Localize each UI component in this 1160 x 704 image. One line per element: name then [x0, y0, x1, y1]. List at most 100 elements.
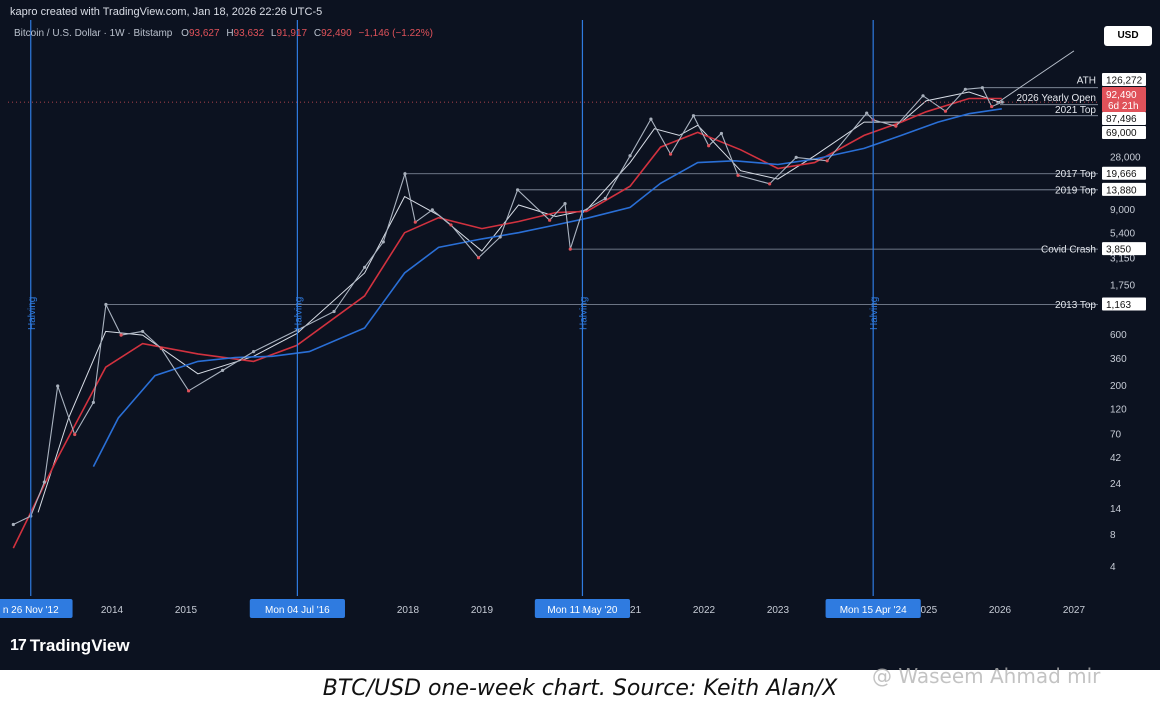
level-value-label: 126,272	[1106, 76, 1143, 87]
level-value-label: 69,000	[1106, 128, 1137, 139]
price-point	[568, 247, 572, 251]
price-point	[42, 480, 46, 484]
halving-date-label: Mon 15 Apr '24	[840, 605, 907, 616]
price-point	[668, 152, 673, 156]
currency-button[interactable]: USD	[1104, 26, 1152, 46]
current-price-label: 92,490	[1106, 90, 1137, 101]
plot-area	[11, 50, 1098, 549]
change-value: −1,146 (−1.22%)	[358, 28, 433, 39]
price-point	[768, 182, 772, 186]
x-tick-label: 2018	[397, 605, 420, 616]
close-value: 92,490	[321, 28, 352, 39]
price-point	[865, 111, 869, 115]
price-point	[548, 218, 552, 222]
x-tick-label: 2025	[915, 605, 938, 616]
price-point	[332, 309, 336, 314]
moving-average-line	[92, 108, 1002, 467]
close-label: C	[313, 28, 322, 39]
figure-caption: BTC/USD one-week chart. Source: Keith Al…	[322, 676, 838, 701]
price-point	[159, 346, 163, 351]
tradingview-logo-icon: 17	[10, 637, 27, 654]
price-point	[990, 104, 994, 109]
halving-date-label: n 26 Nov '12	[3, 605, 59, 616]
halving-label: Halving	[578, 297, 589, 330]
price-line	[13, 87, 1003, 525]
x-tick-label: 2015	[175, 605, 198, 616]
price-point	[73, 432, 77, 437]
halving-label: Halving	[293, 297, 304, 330]
level-value-label: 19,666	[1106, 169, 1137, 180]
price-point	[11, 522, 15, 527]
price-chart[interactable]: 2014201520172018201920212022202320252026…	[0, 0, 1160, 670]
price-point	[794, 155, 798, 159]
x-tick-label: 2021	[619, 605, 642, 616]
level-name-label: 2021 Top	[1055, 105, 1096, 116]
x-tick-label: 2022	[693, 605, 716, 616]
x-tick-label: 2023	[767, 605, 790, 616]
symbol-label: Bitcoin / U.S. Dollar · 1W · Bitstamp	[14, 28, 173, 39]
price-point	[516, 188, 520, 192]
countdown-label: 6d 21h	[1108, 101, 1139, 112]
price-point	[563, 202, 567, 206]
trend-line	[996, 50, 1075, 104]
halving-date-badge	[534, 599, 631, 618]
price-point	[691, 114, 696, 118]
level-name-label: 2019 Top	[1055, 185, 1096, 196]
price-point	[381, 240, 385, 244]
y-tick-label: 3,150	[1110, 253, 1135, 264]
price-point	[403, 172, 407, 176]
tradingview-brand: TradingView	[29, 636, 130, 655]
author-line: kapro created with TradingView.com, Jan …	[10, 6, 323, 18]
y-tick-label: 200	[1110, 381, 1127, 392]
level-value-badge	[1102, 182, 1146, 196]
y-tick-label: 4	[1110, 562, 1116, 573]
price-point	[825, 159, 829, 163]
price-point	[719, 131, 724, 136]
price-point	[91, 400, 95, 405]
tradingview-logo: 17 TradingView	[10, 636, 130, 656]
y-tick-label: 1,750	[1110, 281, 1135, 292]
price-point	[252, 350, 256, 354]
high-label: H	[226, 28, 234, 39]
price-point	[943, 109, 948, 113]
price-point	[363, 265, 367, 269]
current-price-badge	[1102, 87, 1146, 112]
halving-date-badge	[825, 599, 921, 618]
halving-date-label: Mon 11 May '20	[547, 605, 618, 616]
halving-date-badge	[0, 599, 73, 618]
level-value-badge	[1102, 297, 1146, 311]
y-tick-label: 9,000	[1110, 205, 1135, 216]
halving-date-label: Mon 04 Jul '16	[265, 605, 330, 616]
open-value: 93,627	[188, 28, 220, 39]
price-point	[628, 154, 632, 158]
halving-label: Halving	[27, 297, 38, 330]
chart-frame	[0, 0, 1160, 670]
level-value-label: 3,850	[1106, 245, 1131, 256]
x-tick-label: 2027	[1063, 605, 1086, 616]
x-tick-label: 2014	[101, 605, 124, 616]
level-value-label: 87,496	[1106, 114, 1137, 125]
y-tick-label: 120	[1110, 405, 1127, 416]
low-label: L	[270, 28, 277, 39]
price-point	[140, 329, 145, 334]
moving-average-line	[12, 97, 1002, 549]
price-point	[119, 333, 123, 337]
price-point	[921, 94, 925, 98]
price-point	[894, 124, 898, 128]
y-tick-label: 8	[1110, 530, 1116, 541]
level-name-label: 2013 Top	[1055, 300, 1096, 311]
y-tick-label: 42	[1110, 453, 1122, 464]
price-point	[498, 235, 502, 239]
y-tick-label: 14	[1110, 504, 1122, 515]
price-point	[603, 196, 607, 201]
level-value-label: 13,880	[1106, 185, 1137, 196]
low-value: 91,917	[276, 28, 308, 39]
price-point	[449, 223, 453, 227]
x-tick-label: 2019	[471, 605, 494, 616]
price-point	[963, 87, 967, 91]
y-tick-label: 28,000	[1110, 152, 1141, 163]
symbol-ohlc-bar: Bitcoin / U.S. Dollar · 1W · Bitstamp O9…	[14, 28, 433, 39]
price-point	[413, 220, 417, 224]
level-value-label: 1,163	[1106, 300, 1131, 311]
price-point	[186, 389, 191, 393]
